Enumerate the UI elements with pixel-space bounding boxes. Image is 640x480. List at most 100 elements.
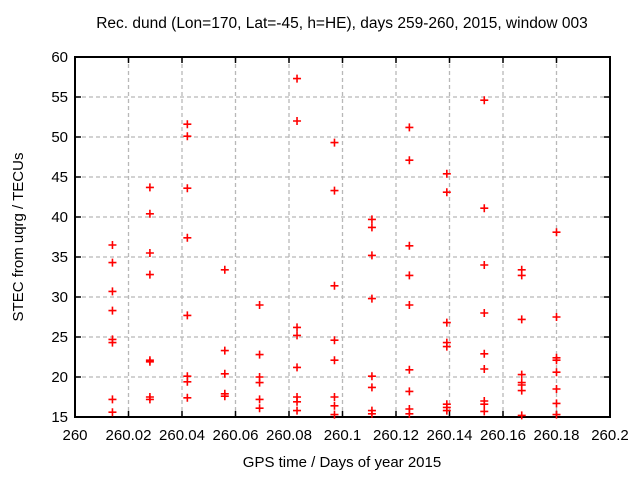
x-tick-label: 260.1 <box>324 427 362 444</box>
data-point-marker <box>442 342 451 351</box>
data-point-marker <box>330 393 339 401</box>
data-point-marker <box>517 315 526 324</box>
y-axis-label: STEC from uqrg / TECUs <box>10 153 27 322</box>
data-point-marker <box>220 346 229 355</box>
data-point-marker <box>330 281 339 290</box>
x-tick-label: 260.2 <box>591 427 629 444</box>
x-tick-label: 260.06 <box>213 427 259 444</box>
data-point-marker <box>108 287 117 296</box>
data-point-marker <box>183 132 192 141</box>
data-point-marker <box>367 409 376 418</box>
data-point-marker <box>517 271 526 280</box>
data-point-marker <box>293 74 302 83</box>
x-tick-label: 260 <box>62 427 87 444</box>
data-point-marker <box>442 406 451 415</box>
y-tick-labels: 15 20 25 30 35 40 45 50 55 60 <box>51 49 68 426</box>
data-point-marker <box>145 209 154 218</box>
data-point-marker <box>517 386 526 395</box>
data-point-marker <box>293 323 302 332</box>
y-tick-label: 55 <box>51 89 68 106</box>
x-tick-label: 260.14 <box>427 427 473 444</box>
y-tick-label: 25 <box>51 329 68 346</box>
data-point-marker <box>480 309 489 317</box>
data-point-marker <box>442 318 451 327</box>
data-point-marker <box>405 241 414 250</box>
data-point-marker <box>183 311 192 320</box>
data-point-marker <box>405 271 414 280</box>
axis-tick-marks <box>74 56 611 418</box>
data-point-marker <box>442 188 451 197</box>
data-point-marker <box>145 357 154 366</box>
y-tick-label: 50 <box>51 129 68 146</box>
data-point-marker <box>367 383 376 392</box>
data-point-marker <box>145 395 154 404</box>
data-point-marker <box>552 385 561 393</box>
data-point-marker <box>255 378 264 387</box>
data-point-marker <box>293 363 302 372</box>
data-point-marker <box>330 356 339 365</box>
y-tick-label: 20 <box>51 369 68 386</box>
x-tick-labels: 260 260.02 260.04 260.06 260.08 260.1 260.12 26… <box>62 427 628 444</box>
data-point-marker <box>293 331 302 340</box>
data-point-marker <box>517 411 526 420</box>
x-tick-label: 260.18 <box>534 427 580 444</box>
data-point-marker <box>108 241 117 249</box>
data-point-marker <box>552 410 561 419</box>
data-point-marker <box>145 249 154 257</box>
y-tick-label: 60 <box>51 49 68 66</box>
data-point-marker <box>330 410 339 419</box>
y-tick-label: 35 <box>51 249 68 266</box>
y-tick-label: 30 <box>51 289 68 306</box>
data-point-marker <box>108 408 117 417</box>
data-point-marker <box>405 156 414 165</box>
data-point-marker <box>480 204 489 213</box>
data-point-marker <box>145 270 154 279</box>
data-point-marker <box>255 404 264 413</box>
data-point-marker <box>220 265 229 274</box>
data-point-marker <box>330 186 339 195</box>
data-point-marker <box>220 392 229 401</box>
y-tick-label: 40 <box>51 209 68 226</box>
data-point-marker <box>330 401 339 410</box>
data-point-marker <box>255 395 264 404</box>
y-tick-label: 15 <box>51 409 68 426</box>
x-axis-label: GPS time / Days of year 2015 <box>243 454 441 471</box>
data-point-marker <box>552 313 561 321</box>
data-point-marker <box>480 365 489 373</box>
x-tick-label: 260.16 <box>480 427 526 444</box>
data-point-marker <box>108 306 117 315</box>
data-point-marker <box>480 407 489 416</box>
data-point-marker <box>255 301 264 309</box>
data-point-marker <box>405 123 414 132</box>
data-point-marker <box>220 369 229 378</box>
data-point-marker <box>183 120 192 129</box>
data-point-marker <box>442 169 451 178</box>
plot-border <box>74 56 611 418</box>
data-point-marker <box>145 183 154 192</box>
x-tick-label: 260.12 <box>373 427 419 444</box>
x-tick-label: 260.08 <box>266 427 312 444</box>
chart-title: Rec. dund (Lon=170, Lat=-45, h=HE), days… <box>96 15 588 32</box>
grid-lines <box>75 57 610 417</box>
data-point-marker <box>108 395 117 404</box>
data-point-marker <box>552 228 561 237</box>
data-point-marker <box>183 233 192 242</box>
data-point-marker <box>367 294 376 303</box>
y-tick-label: 45 <box>51 169 68 186</box>
data-point-marker <box>293 406 302 415</box>
data-point-marker <box>405 387 414 396</box>
data-point-marker <box>367 251 376 260</box>
data-point-marker <box>293 397 302 406</box>
data-point-marker <box>517 370 526 379</box>
data-point-marker <box>293 117 302 125</box>
x-tick-label: 260.02 <box>106 427 152 444</box>
x-tick-label: 260.04 <box>159 427 205 444</box>
data-points <box>108 74 561 420</box>
data-point-marker <box>552 368 561 377</box>
data-point-marker <box>405 365 414 374</box>
data-point-marker <box>367 223 376 232</box>
data-point-marker <box>108 258 117 267</box>
data-point-marker <box>552 399 561 408</box>
data-point-marker <box>367 215 376 224</box>
